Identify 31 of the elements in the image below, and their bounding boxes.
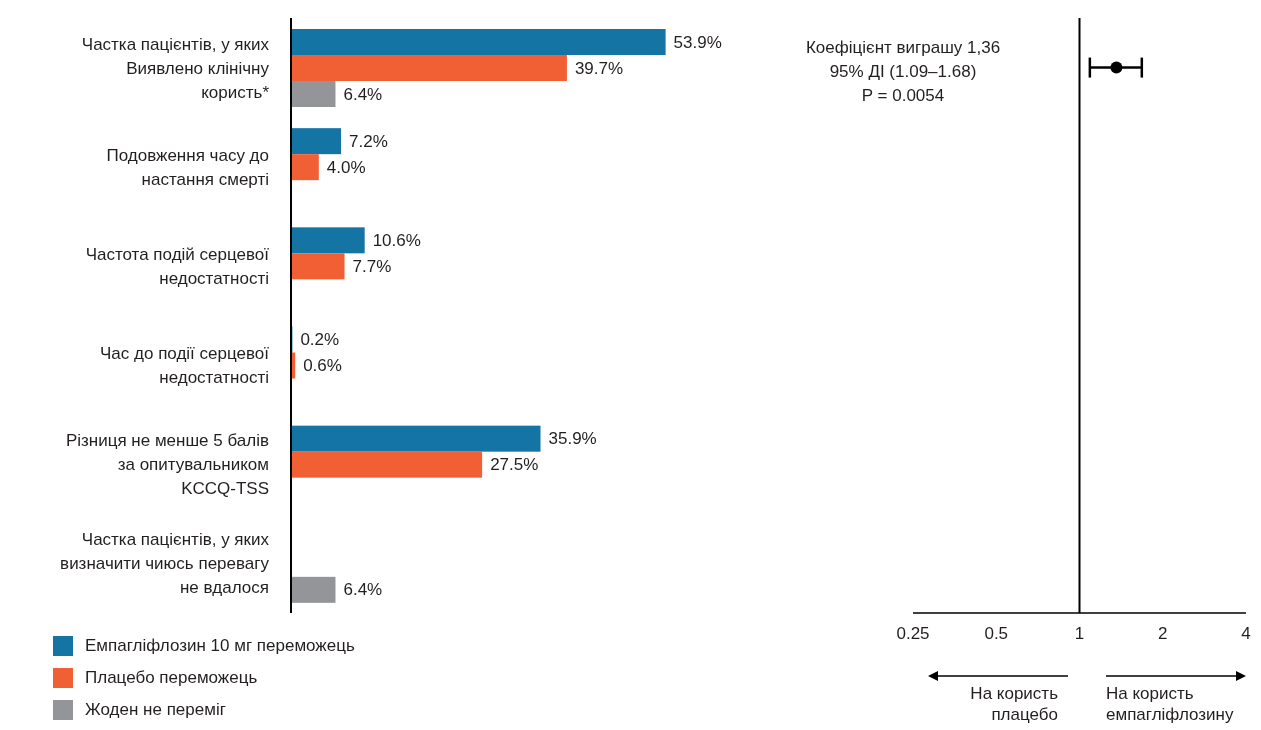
legend-label: Жоден не переміг (85, 700, 226, 720)
annotation: P = 0.0054 (860, 85, 946, 107)
y-tick-label: Подовження часу до настання смерті (106, 145, 269, 189)
data-label: 0.2% (300, 330, 340, 349)
x-tick-label: 0.25 (896, 624, 930, 644)
data-label: 4.0% (326, 157, 366, 177)
data-label: 39.7% (574, 58, 624, 78)
y-tick-label: Час до події серцевої недостатності (100, 343, 270, 387)
data-label: 7.7% (352, 256, 392, 276)
legend-label: Емпагліфлозин 10 мг переможець (85, 636, 355, 656)
x-tick-label: 4 (1241, 624, 1251, 644)
legend-label: Плацебо переможець (85, 668, 258, 688)
y-tick-label: Частка пацієнтів, у яких Виявлено клінічну користь* (81, 34, 270, 102)
y-tick-label: Частота подій серцевої недостатності (85, 244, 270, 288)
x-tick-label: 0.5 (984, 624, 1009, 644)
data-label: 35.9% (548, 429, 597, 449)
annotation: 95% ДІ (1.09–1.68) (828, 61, 978, 83)
data-label: 7.2% (349, 131, 388, 151)
text: На користь плацебо (969, 683, 1058, 725)
data-label: 6.4% (343, 84, 383, 104)
data-label: 53.9% (673, 32, 722, 52)
data-label: 10.6% (372, 230, 421, 250)
x-tick-label: 1 (1074, 624, 1085, 644)
data-label: 0.6% (303, 356, 342, 375)
x-tick-label: 2 (1158, 624, 1168, 644)
data-label: 6.4% (343, 580, 383, 600)
text: На користь емпагліфлозину (1106, 683, 1235, 725)
annotation: Коефіцієнт виграшу 1,36 (804, 37, 1002, 59)
data-label: 27.5% (490, 455, 539, 475)
y-tick-label: Різниця не менше 5 балів за опитувальником KCCQ-TSS (65, 430, 269, 498)
y-tick-label: Частка пацієнтів, у яких визначити чиюсь перевагу не вдалося (60, 529, 270, 597)
